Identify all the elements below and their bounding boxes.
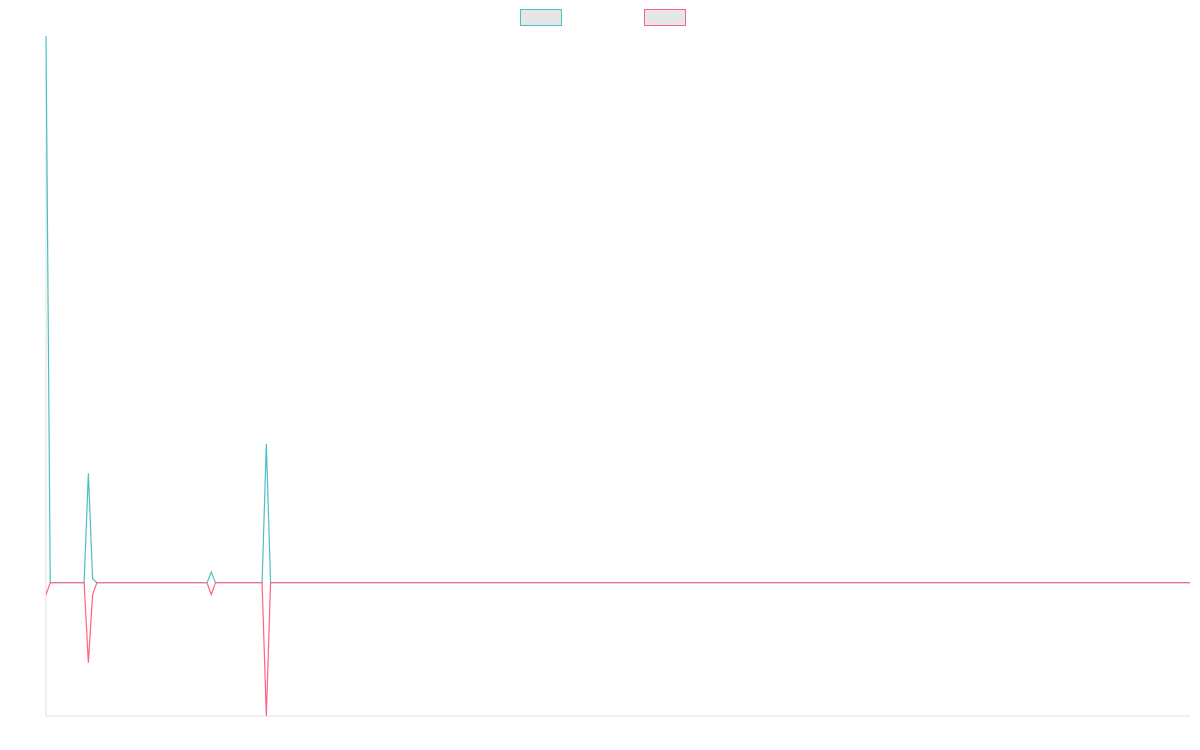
legend-swatch <box>644 9 686 26</box>
data-line <box>45 35 1190 584</box>
legend-swatch <box>520 9 562 26</box>
data-line <box>45 582 1190 717</box>
